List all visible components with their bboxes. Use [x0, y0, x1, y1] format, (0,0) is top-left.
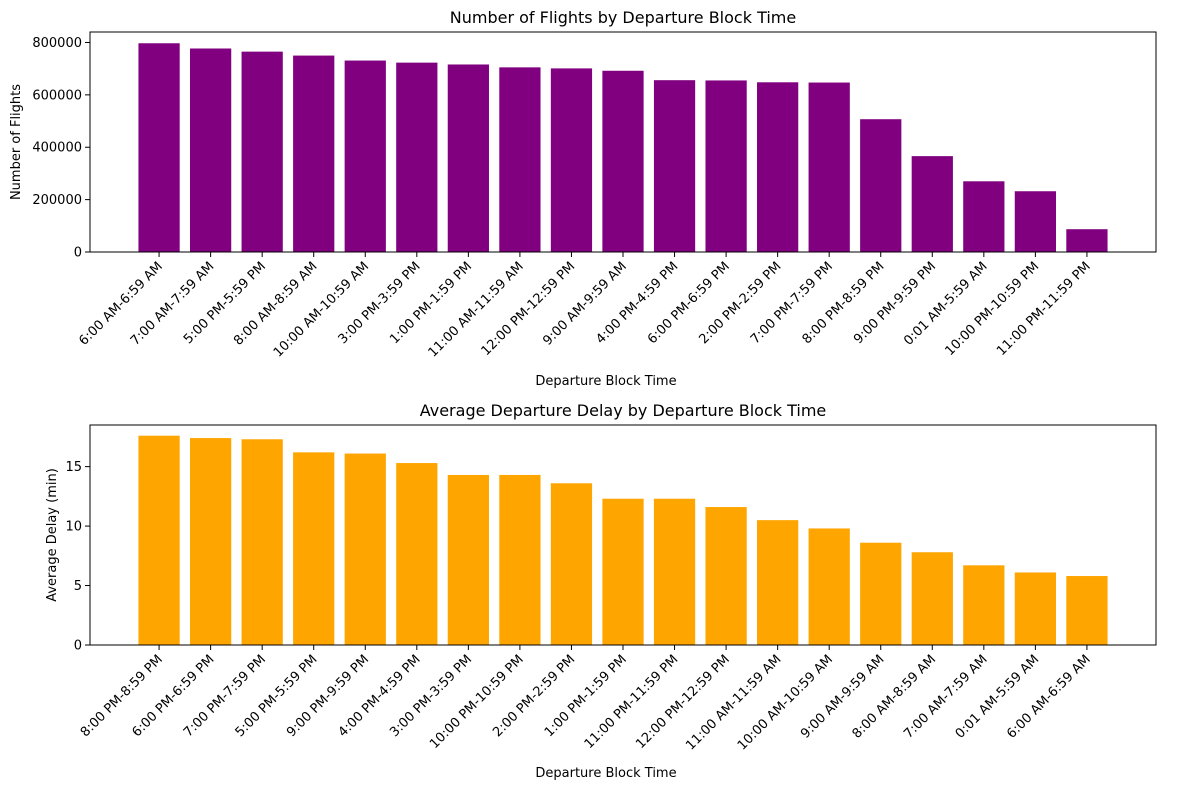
y-tick-label: 0 [74, 639, 82, 654]
y-tick-label: 800000 [32, 36, 82, 51]
bar-11 [705, 507, 747, 645]
y-tick-label: 10 [65, 520, 82, 535]
bar-18 [1066, 229, 1108, 252]
bar-5 [396, 62, 438, 252]
bar-7 [499, 67, 541, 252]
bar-14 [860, 119, 902, 253]
y-tick-label: 0 [74, 246, 82, 261]
bar-13 [808, 528, 850, 645]
bar-9 [602, 498, 644, 645]
bar-4 [344, 453, 386, 645]
bar-15 [911, 552, 953, 645]
x-axis-title: Departure Block Time [535, 374, 676, 389]
bar-7 [499, 474, 541, 645]
bar-10 [653, 80, 696, 252]
bar-17 [1014, 572, 1056, 645]
bar-8 [550, 483, 593, 645]
bar-3 [293, 55, 335, 252]
y-tick-label: 15 [65, 460, 82, 475]
bar-2 [241, 439, 283, 645]
bar-14 [860, 542, 902, 645]
bar-9 [602, 70, 644, 252]
y-tick-label: 5 [74, 579, 82, 594]
bar-12 [757, 520, 799, 645]
bar-1 [190, 438, 232, 645]
bar-18 [1066, 576, 1108, 645]
y-axis-title: Number of Flights [9, 84, 24, 200]
bar-12 [757, 82, 799, 252]
x-axis-title: Departure Block Time [535, 766, 676, 781]
bar-16 [963, 181, 1005, 252]
bar-8 [550, 68, 593, 253]
chart-title: Average Departure Delay by Departure Blo… [420, 401, 827, 420]
bar-2 [241, 51, 283, 252]
bar-17 [1014, 191, 1056, 252]
y-tick-label: 400000 [32, 141, 82, 156]
bar-10 [653, 498, 696, 645]
bar-0 [138, 435, 180, 645]
y-tick-label: 600000 [32, 88, 82, 103]
bar-6 [447, 474, 489, 645]
bar-1 [190, 48, 232, 252]
y-tick-label: 200000 [32, 193, 82, 208]
bar-6 [447, 64, 489, 252]
bar-16 [963, 565, 1005, 645]
bar-15 [911, 156, 953, 252]
bar-11 [705, 80, 747, 252]
bar-13 [808, 82, 850, 252]
bar-5 [396, 463, 438, 645]
y-axis-title: Average Delay (min) [45, 468, 60, 602]
chart-title: Number of Flights by Departure Block Tim… [450, 8, 796, 27]
bar-0 [138, 43, 180, 253]
bar-3 [293, 452, 335, 645]
bar-4 [344, 60, 386, 252]
